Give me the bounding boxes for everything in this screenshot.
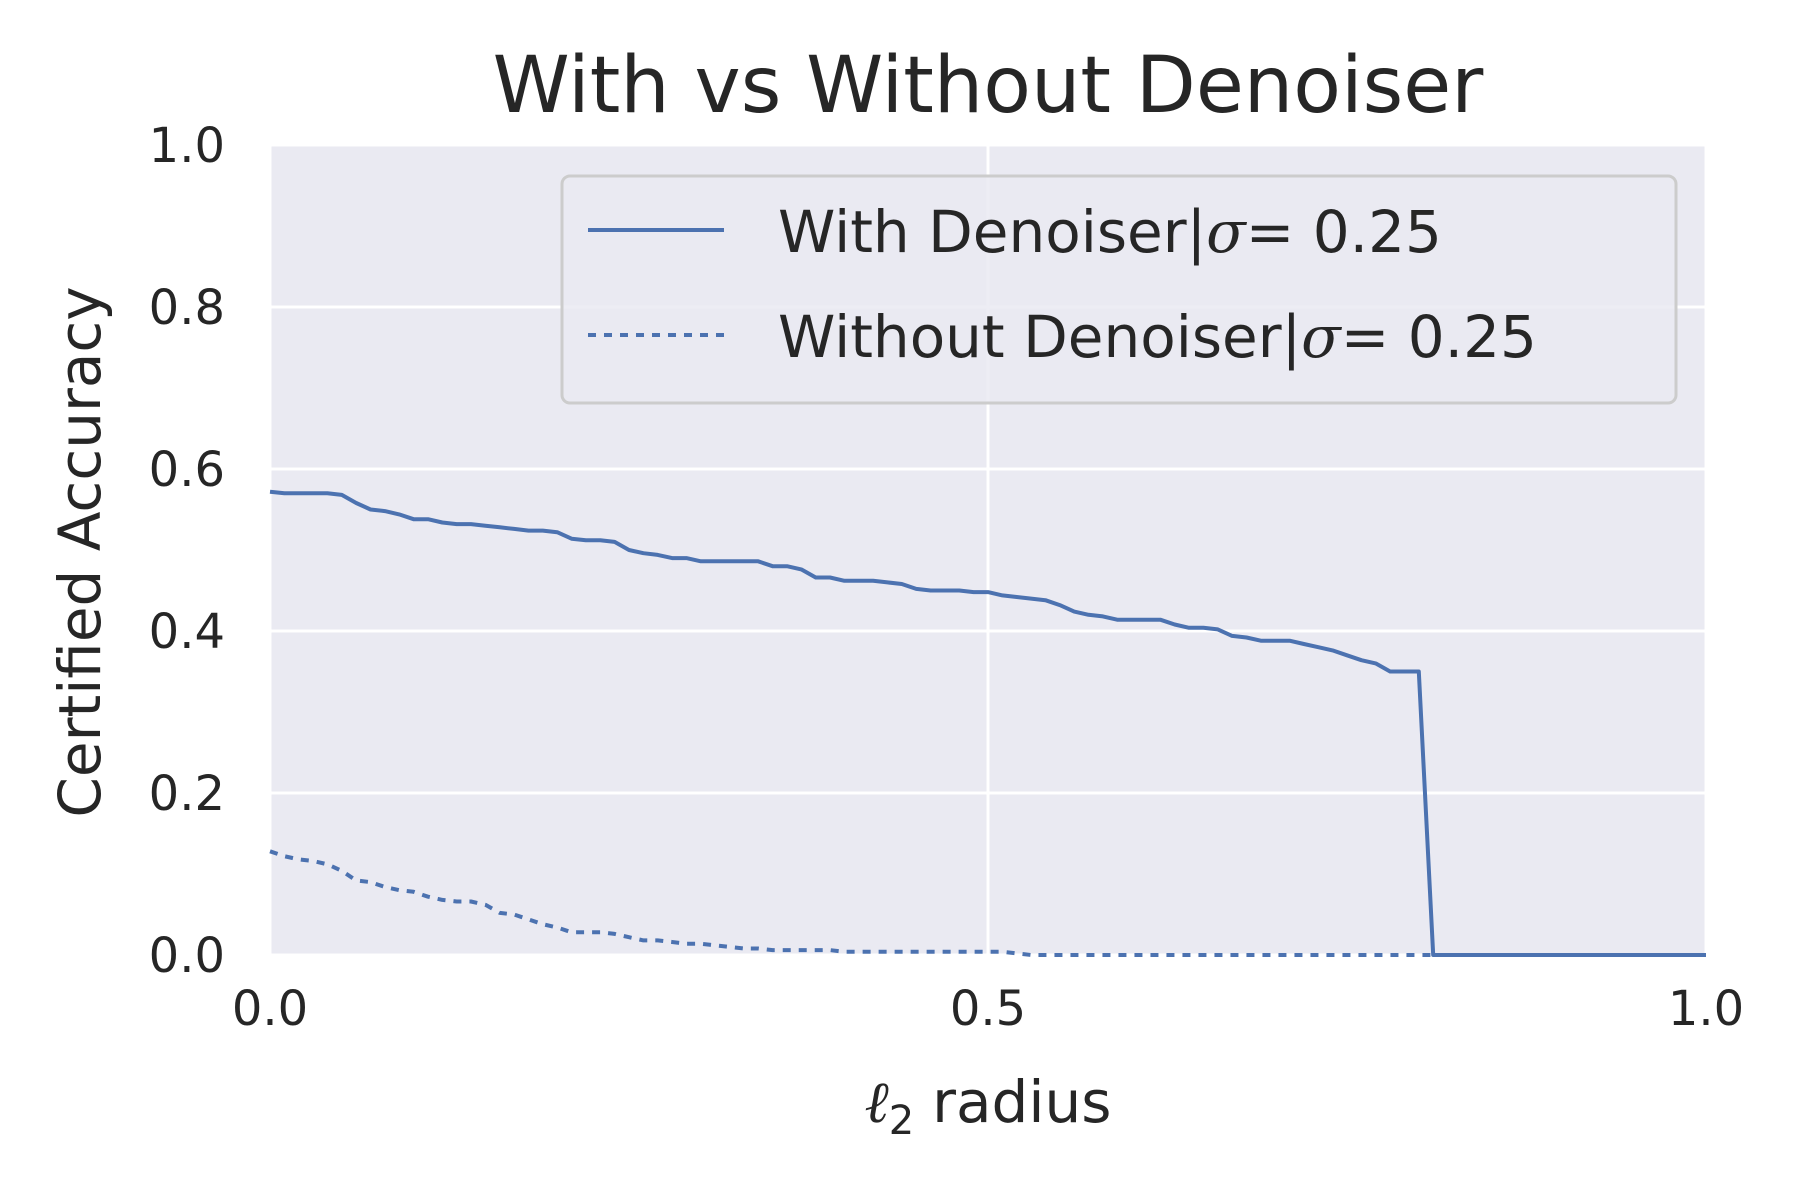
y-tick-label: 1.0	[149, 118, 225, 174]
series-line-without-denoiser	[269, 849, 1706, 957]
y-tick-label: 0.8	[149, 280, 225, 336]
y-tick-labels: 0.0 0.2 0.4 0.6 0.8 1.0	[149, 118, 225, 984]
x-axis-label-subscript: 2	[889, 1098, 914, 1144]
x-axis-label: ℓ2 radius	[865, 1068, 1112, 1144]
x-axis-label-symbol: ℓ	[865, 1068, 889, 1136]
legend-label-with-denoiser: With Denoiser|σ= 0.25	[778, 198, 1442, 266]
y-tick-label: 0.4	[149, 604, 225, 660]
x-tick-label: 0.5	[950, 981, 1026, 1037]
y-tick-label: 0.0	[149, 928, 225, 984]
legend-series-name: Without Denoiser|	[778, 303, 1301, 371]
y-axis-label: Certified Accuracy	[46, 286, 114, 817]
x-tick-label: 0.0	[232, 981, 308, 1037]
y-tick-label: 0.6	[149, 442, 225, 498]
chart-title: With vs Without Denoiser	[493, 41, 1485, 131]
x-axis-label-text: radius	[932, 1068, 1111, 1136]
series-line-with-denoiser	[269, 489, 1706, 957]
legend-sigma-value: = 0.25	[1246, 198, 1442, 266]
grid-lines	[268, 143, 1708, 957]
legend-sigma-symbol: σ	[1301, 303, 1342, 371]
legend-sigma-value: = 0.25	[1341, 303, 1537, 371]
legend-label-without-denoiser: Without Denoiser|σ= 0.25	[778, 303, 1537, 371]
legend: With Denoiser|σ= 0.25 Without Denoiser|σ…	[560, 174, 1678, 405]
legend-box	[560, 174, 1678, 405]
series-lines	[269, 489, 1706, 957]
y-tick-label: 0.2	[149, 766, 225, 822]
legend-series-name: With Denoiser|	[778, 198, 1206, 266]
legend-sigma-symbol: σ	[1206, 198, 1247, 266]
x-tick-label: 1.0	[1668, 981, 1744, 1037]
x-tick-labels: 0.0 0.5 1.0	[232, 981, 1744, 1037]
